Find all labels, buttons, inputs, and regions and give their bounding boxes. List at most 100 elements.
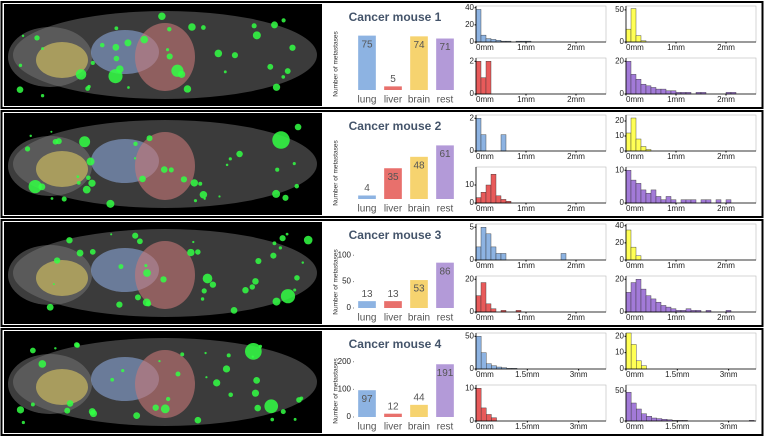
metastasis-spot xyxy=(76,249,84,257)
x-tick-label: 1mm xyxy=(517,43,535,52)
y-tick-label: 100 xyxy=(338,384,352,393)
metastasis-spot xyxy=(87,84,91,89)
value-label: 44 xyxy=(413,392,425,403)
histogram-bar xyxy=(491,417,497,422)
x-tick-label: rest xyxy=(437,95,454,106)
x-tick-label: 1mm xyxy=(517,261,535,270)
histogram-bar xyxy=(645,85,652,95)
metastasis-spot xyxy=(201,25,206,30)
metastasis-spot xyxy=(195,249,201,255)
y-tick-label: 10 xyxy=(465,383,474,392)
metastasis-spot xyxy=(275,167,280,172)
x-tick-label: brain xyxy=(408,422,430,433)
y-tick-label: 200 xyxy=(338,357,352,366)
metastasis-spot xyxy=(28,179,42,194)
metastasis-spot xyxy=(280,289,296,304)
metastasis-spot xyxy=(165,48,170,52)
x-tick-label: 1mm xyxy=(517,313,535,322)
bar xyxy=(410,36,428,90)
metastasis-spot xyxy=(61,196,67,202)
metastasis-spot xyxy=(209,281,217,288)
histogram-bar xyxy=(475,295,482,313)
metastasis-spot xyxy=(279,235,286,242)
metastasis-spot xyxy=(244,343,262,360)
metastasis-spot xyxy=(254,404,262,412)
histogram-bar xyxy=(651,417,657,422)
metastasis-spot xyxy=(89,248,96,255)
metastasis-spot xyxy=(281,18,286,23)
x-tick-label: 1.5mm xyxy=(515,422,540,431)
x-tick-label: 2mm xyxy=(567,204,585,213)
histogram-bar xyxy=(486,363,492,370)
metastasis-spot xyxy=(252,278,259,285)
y-tick-label: 0 xyxy=(470,146,475,155)
x-tick-label: 0mm xyxy=(626,422,644,431)
histogram-bar xyxy=(636,408,642,422)
metastasis-spot xyxy=(299,396,304,401)
histogram-bar xyxy=(490,246,497,261)
metastasis-spot xyxy=(204,351,207,355)
chart-title: Cancer mouse 1 xyxy=(349,10,442,24)
y-axis-label: Number of metastases xyxy=(333,358,340,424)
metastasis-spot xyxy=(200,297,205,301)
x-tick-label: rest xyxy=(437,422,454,433)
histogram-bar xyxy=(625,229,632,261)
metastasis-spot xyxy=(223,70,227,74)
bar xyxy=(358,35,376,90)
histogram-bar xyxy=(700,199,707,204)
plot-frame xyxy=(475,57,607,95)
y-tick-label: 10 xyxy=(615,131,624,140)
metastasis-spot xyxy=(29,347,36,354)
metastasis-spot xyxy=(282,194,289,201)
y-axis-label: Number of metastases xyxy=(333,31,340,97)
metastasis-spot xyxy=(222,365,231,373)
histogram-bar xyxy=(635,79,642,95)
histogram-bar xyxy=(641,365,647,370)
metastasis-spot xyxy=(242,286,249,294)
metastasis-spot xyxy=(46,303,54,311)
metastasis-spot xyxy=(41,47,45,51)
histogram-bar xyxy=(630,282,637,313)
histogram-bar xyxy=(475,336,482,370)
histogram-bar xyxy=(645,192,652,204)
metastasis-spot xyxy=(160,166,168,173)
value-label: 71 xyxy=(439,42,451,53)
histogram-bar xyxy=(500,134,507,152)
x-tick-label: 3mm xyxy=(720,370,738,379)
histogram-bar xyxy=(625,28,632,43)
histogram-bar xyxy=(625,132,632,152)
metastasis-spot xyxy=(137,238,143,245)
histogram-bar xyxy=(650,189,657,204)
histogram-bar xyxy=(715,199,722,204)
x-tick-label: 0mm xyxy=(626,261,644,270)
y-tick-label: 5 xyxy=(470,222,475,231)
metastasis-spot xyxy=(21,34,25,38)
y-tick-label: 50 xyxy=(342,277,351,286)
plot-frame xyxy=(625,114,757,152)
y-tick-label: 20 xyxy=(465,274,474,283)
metastasis-spot xyxy=(226,353,231,358)
metastasis-spot xyxy=(52,139,59,145)
liver-region xyxy=(135,350,195,418)
x-tick-label: 3mm xyxy=(570,370,588,379)
value-label: 35 xyxy=(387,172,399,183)
x-tick-label: 2mm xyxy=(717,43,735,52)
metastasis-spot xyxy=(113,55,120,62)
histogram-bar xyxy=(635,279,642,313)
metastasis-spot xyxy=(76,175,80,179)
y-tick-label: 2 xyxy=(470,56,475,65)
histogram-bar xyxy=(475,388,482,422)
metastasis-spot xyxy=(180,352,185,357)
metastasis-spot xyxy=(293,417,297,421)
metastasis-spot xyxy=(225,163,229,167)
histogram-bar xyxy=(625,61,632,95)
histogram-bar xyxy=(670,308,677,313)
histogram-bar xyxy=(630,179,637,204)
histogram-bar xyxy=(640,146,647,152)
metastasis-spot xyxy=(281,75,286,79)
x-tick-label: 0mm xyxy=(476,422,494,431)
metastasis-spot xyxy=(294,275,300,281)
x-tick-label: liver xyxy=(384,313,403,324)
histogram-bar xyxy=(475,246,482,261)
histogram-bar xyxy=(480,282,487,313)
